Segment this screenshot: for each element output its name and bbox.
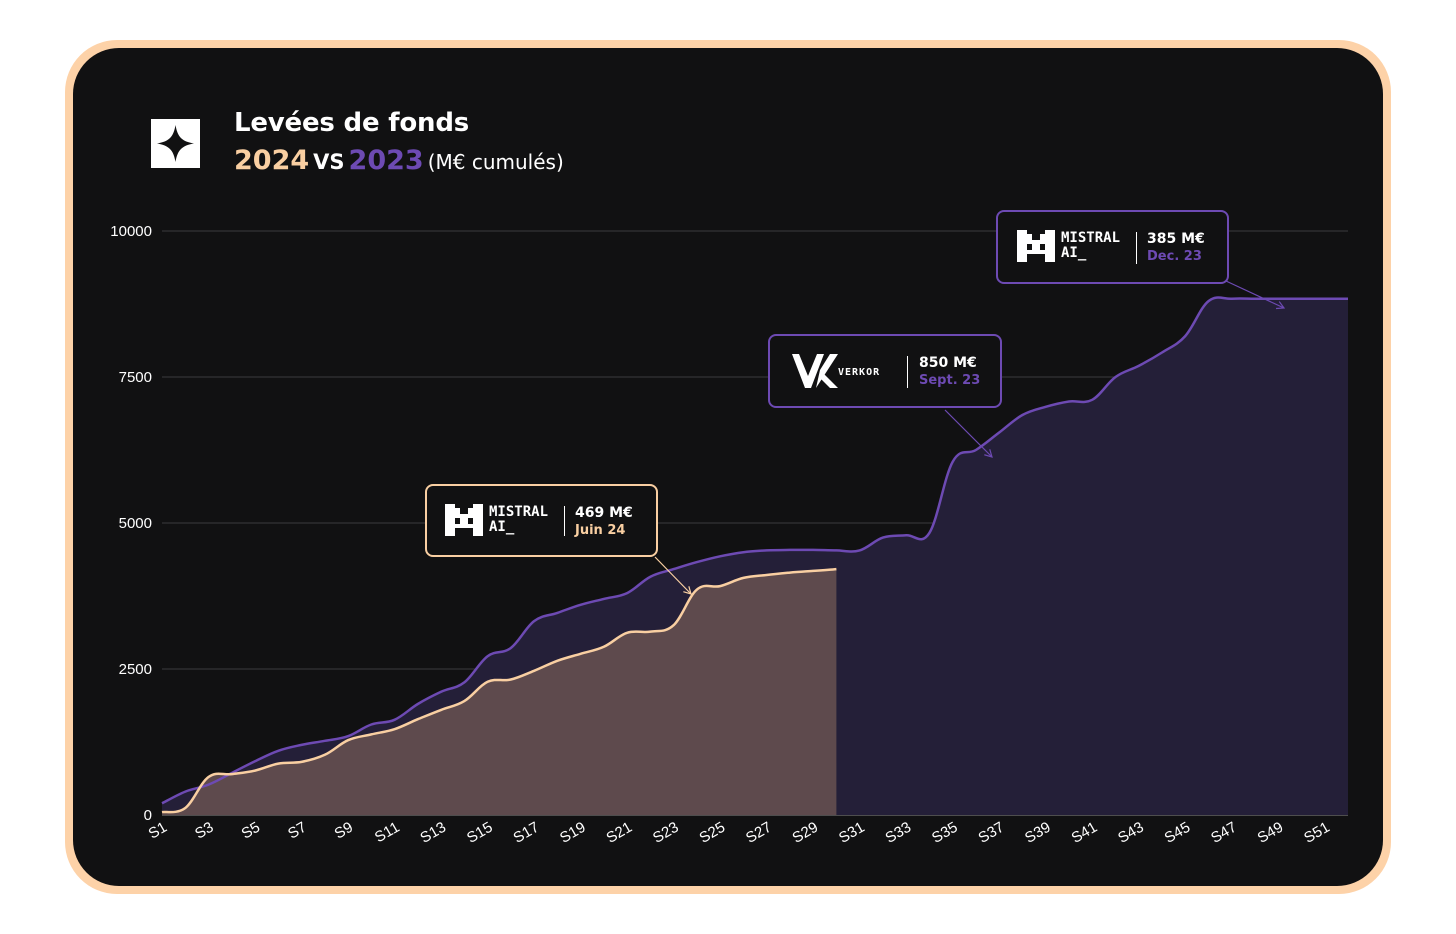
mistral-logo-icon [1017,230,1055,262]
x-tick-label: S19 [557,819,589,847]
x-tick-label: S15 [464,819,496,847]
annotation-brand: MISTRAL AI_ [489,504,549,535]
series-line-2024 [161,567,837,814]
series-line-2023 [161,296,1348,805]
annotation-brand: VERKOR [838,366,881,378]
x-tick-label: S43 [1115,819,1147,847]
x-tick-label: S5 [239,819,263,843]
x-tick-label: S49 [1255,819,1287,847]
annotation-pointer [1225,280,1285,309]
annotation-pointer-head [984,449,993,458]
y-tick-label: 0 [144,807,152,824]
area-2024 [162,569,837,815]
annotation-amount: 469 M€ [575,505,633,521]
y-tick-label: 7500 [119,369,152,386]
annotation-date: Sept. 23 [919,373,981,388]
verkor-logo-icon [792,354,838,388]
y-tick-label: 2500 [119,661,152,678]
x-tick-label: S41 [1069,819,1101,847]
x-tick-label: S25 [696,819,728,847]
y-tick-label: 5000 [119,515,152,532]
annotation-mistral-2024: MISTRAL AI_ 469 M€ Juin 24 [425,484,658,557]
mistral-logo-icon [445,504,483,536]
chart-title: Levées de fonds [234,108,470,138]
area-2023 [162,297,1348,815]
x-tick-label: S37 [976,819,1008,847]
x-tick-label: S35 [929,819,961,847]
vs-label: VS [313,150,345,174]
x-tick-label: S33 [883,819,915,847]
x-tick-label: S21 [603,819,635,847]
year-2023-label: 2023 [348,145,424,176]
annotation-amount: 850 M€ [919,355,977,371]
chart-subtitle: 2024 VS 2023 (M€ cumulés) [234,145,564,176]
x-axis: S1 S3 S5 S7 S9 S11 S13 S15 S17 S19 S21 S23 S25 S27 S29… [146,819,1333,847]
annotation-pointer [654,556,692,595]
year-2024-label: 2024 [234,145,310,176]
x-tick-label: S17 [510,819,542,847]
annotation-pointer-head [683,586,692,595]
x-tick-label: S39 [1022,819,1054,847]
x-tick-label: S7 [285,819,309,843]
annotation-pointer [944,409,993,458]
annotation-amount: 385 M€ [1147,231,1205,247]
annotation-date: Juin 24 [575,523,626,538]
x-tick-label: S1 [146,819,170,843]
annotation-verkor-2023: VERKOR 850 M€ Sept. 23 [768,334,1002,408]
x-tick-label: S13 [417,819,449,847]
y-axis: 0 2500 5000 7500 10000 [110,223,152,824]
x-tick-label: S3 [192,819,216,843]
annotation-pointer-head [1275,301,1286,310]
x-tick-label: S31 [836,819,868,847]
x-tick-label: S27 [743,819,775,847]
x-tick-label: S29 [790,819,822,847]
annotation-date: Dec. 23 [1147,249,1202,264]
x-tick-label: S47 [1208,819,1240,847]
x-tick-label: S51 [1301,819,1333,847]
annotation-brand: MISTRAL AI_ [1061,230,1121,261]
x-tick-label: S45 [1162,819,1194,847]
x-tick-label: S9 [332,819,356,843]
unit-label: (M€ cumulés) [427,150,564,174]
x-tick-label: S11 [372,819,403,847]
annotation-pointers [654,280,1286,595]
y-tick-label: 10000 [110,223,152,240]
annotation-mistral-2023: MISTRAL AI_ 385 M€ Dec. 23 [996,210,1229,284]
sparkle-logo-icon [151,119,200,168]
x-tick-label: S23 [650,819,682,847]
